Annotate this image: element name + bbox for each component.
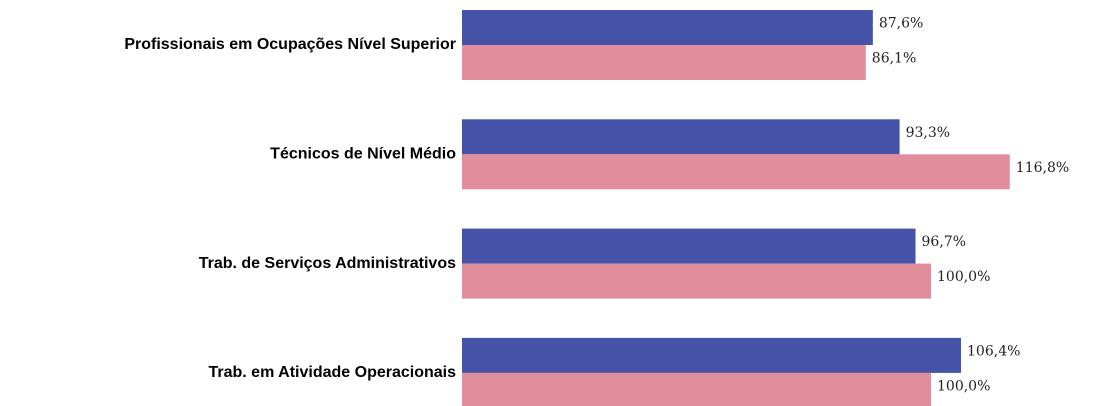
- value-label: 116,8%: [1016, 160, 1069, 176]
- value-label: 87,6%: [879, 16, 923, 32]
- bar: [462, 372, 931, 406]
- bar: [462, 228, 916, 264]
- category-label: Trab. de Serviços Administrativos: [199, 255, 456, 272]
- bar: [462, 10, 873, 45]
- bar: [462, 45, 866, 80]
- value-label: 106,4%: [967, 343, 1020, 359]
- bar: [462, 263, 931, 299]
- bar: [462, 154, 1010, 190]
- category-label: Técnicos de Nível Médio: [270, 146, 456, 163]
- value-label: 96,7%: [922, 234, 966, 250]
- value-label: 93,3%: [906, 125, 950, 141]
- category-label: Trab. em Atividade Operacionais: [209, 364, 457, 381]
- bar: [462, 119, 900, 155]
- value-label: 100,0%: [937, 269, 990, 285]
- bar: [462, 337, 962, 373]
- value-label: 86,1%: [872, 51, 916, 67]
- value-label: 100,0%: [937, 378, 990, 394]
- category-label: Profissionais em Ocupações Nível Superio…: [124, 36, 456, 53]
